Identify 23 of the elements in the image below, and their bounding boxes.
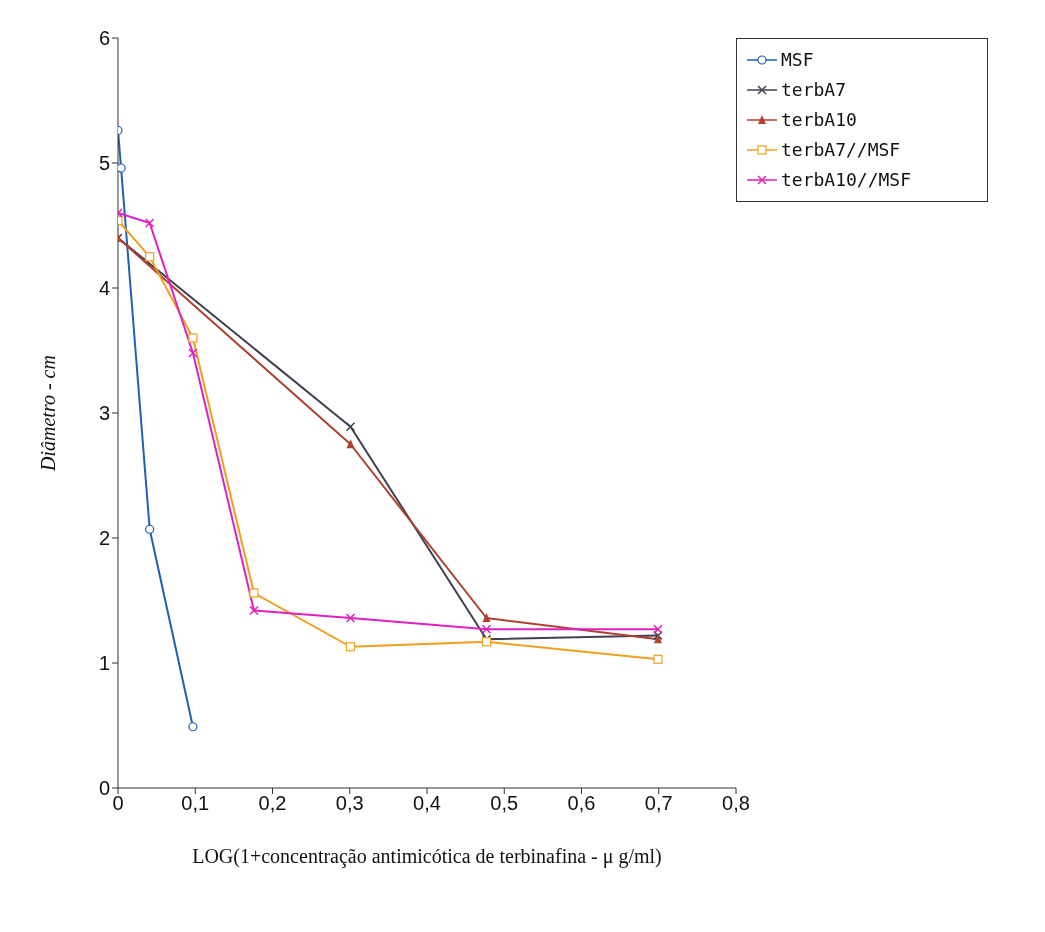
x-tick-label: 0 [112, 792, 124, 815]
y-tick-label: 1 [98, 652, 110, 675]
y-axis-title: Diâmetro - cm [37, 355, 60, 472]
x-tick-label: 0,3 [335, 792, 364, 815]
legend-label: terbA10//MSF [781, 168, 912, 192]
y-tick-label: 0 [98, 777, 110, 800]
x-tick-label: 0,8 [722, 792, 750, 815]
legend-label: terbA10 [781, 108, 857, 132]
x-axis-title: LOG(1+concentração antimicótica de terbinafina - μ g/ml) [192, 845, 662, 868]
x-tick-label: 0,1 [181, 792, 210, 815]
y-tick-label: 4 [98, 277, 110, 300]
legend-label: terbA7 [781, 78, 847, 102]
y-tick-label: 2 [98, 527, 110, 550]
y-tick-label: 5 [98, 152, 110, 175]
x-tick-label: 0,6 [567, 792, 596, 815]
legend-label: MSF [781, 48, 814, 72]
legend-label: terbA7//MSF [781, 138, 901, 162]
x-tick-label: 0,5 [490, 792, 519, 815]
x-tick-label: 0,2 [258, 792, 287, 815]
x-tick-label: 0,7 [644, 792, 673, 815]
x-tick-label: 0,4 [413, 792, 441, 815]
y-tick-label: 3 [98, 402, 110, 425]
y-tick-label: 6 [98, 27, 110, 50]
